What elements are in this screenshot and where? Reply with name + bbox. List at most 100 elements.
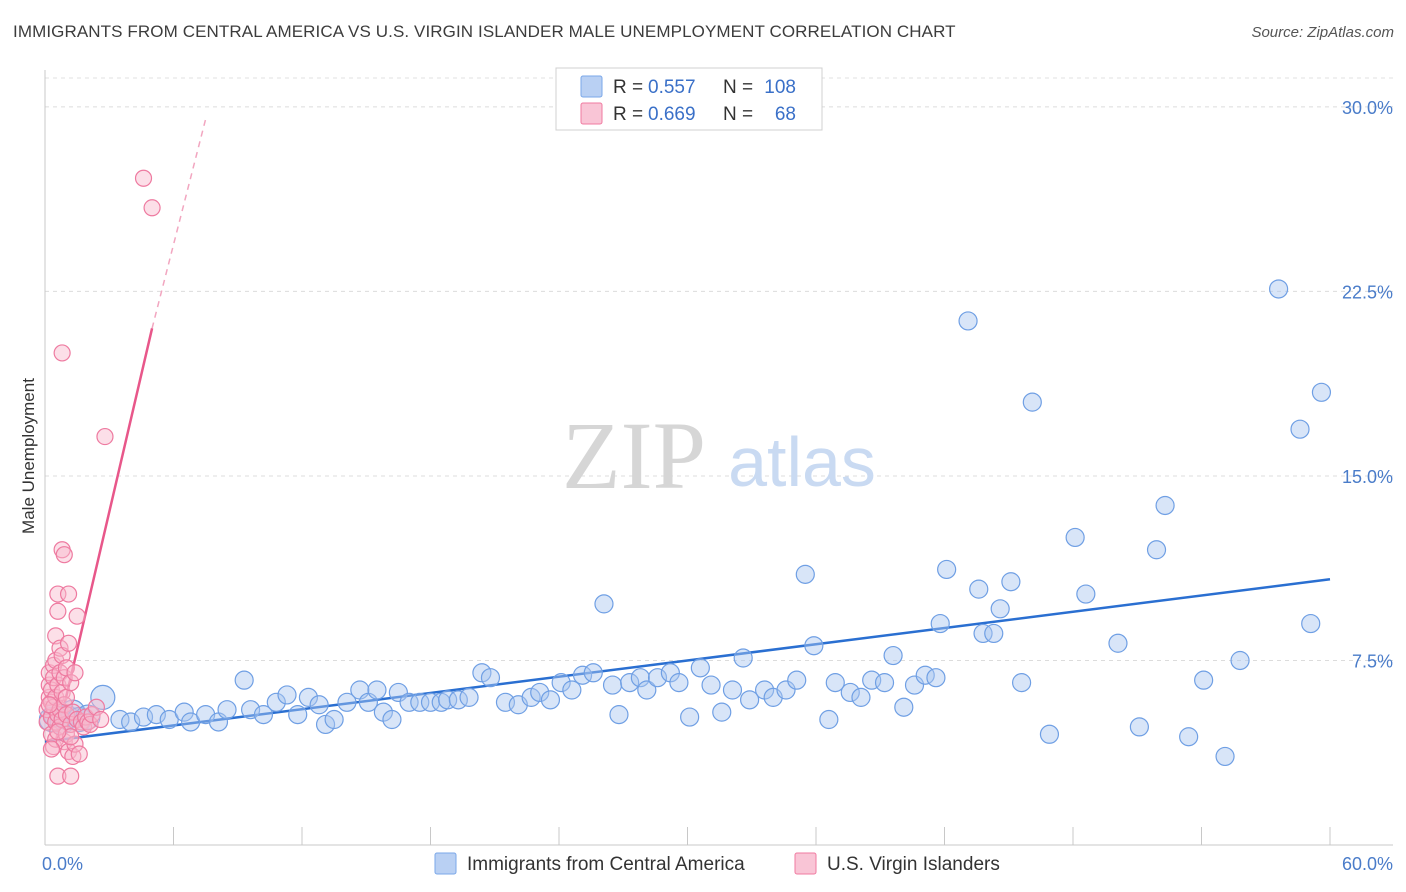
point-blue-85 bbox=[926, 668, 946, 688]
point-blue-65 bbox=[712, 702, 732, 722]
point-blue-24 bbox=[298, 687, 319, 707]
point-blue-41 bbox=[459, 687, 479, 707]
legend-r-value-pink: 0.669 bbox=[648, 104, 696, 125]
x-tick-label-min: 0.0% bbox=[42, 854, 83, 874]
legend-n-value-blue: 108 bbox=[764, 77, 796, 98]
point-blue-7 bbox=[90, 684, 116, 710]
point-blue-39 bbox=[438, 690, 458, 710]
point-pink-18 bbox=[49, 602, 67, 620]
legend-n-label-blue: N = bbox=[723, 77, 753, 98]
point-pink-20 bbox=[49, 767, 67, 785]
y-tick-label-1: 15.0% bbox=[1342, 467, 1393, 487]
legend-r-label-blue: R = bbox=[613, 77, 643, 98]
y-tick-label-0: 7.5% bbox=[1352, 651, 1393, 671]
point-pink-41 bbox=[59, 585, 78, 603]
y-axis-label: Male Unemployment bbox=[19, 378, 38, 534]
point-blue-66 bbox=[722, 680, 743, 700]
point-pink-65 bbox=[42, 740, 61, 758]
data-points bbox=[38, 169, 1332, 785]
point-blue-87 bbox=[937, 559, 957, 580]
legend-r-value-blue: 0.557 bbox=[648, 77, 696, 98]
point-blue-72 bbox=[787, 670, 807, 690]
point-blue-106 bbox=[1230, 650, 1250, 671]
point-blue-78 bbox=[851, 687, 871, 707]
bottom-legend-swatch-blue bbox=[434, 852, 457, 875]
point-blue-102 bbox=[1155, 495, 1175, 516]
point-blue-25 bbox=[309, 695, 329, 715]
point-pink-59 bbox=[92, 710, 110, 729]
point-blue-97 bbox=[1065, 527, 1085, 548]
point-blue-93 bbox=[1001, 572, 1021, 592]
point-blue-80 bbox=[874, 673, 895, 693]
point-blue-92 bbox=[990, 599, 1010, 619]
point-pink-64 bbox=[62, 728, 80, 746]
point-blue-13 bbox=[174, 702, 194, 722]
point-pink-62 bbox=[134, 169, 153, 187]
point-blue-54 bbox=[602, 675, 623, 695]
point-blue-47 bbox=[530, 682, 550, 703]
point-blue-43 bbox=[480, 668, 501, 688]
point-blue-36 bbox=[410, 692, 430, 712]
point-pink-51 bbox=[70, 745, 88, 763]
point-blue-27 bbox=[324, 709, 344, 730]
legend-n-value-pink: 68 bbox=[775, 104, 796, 125]
point-blue-63 bbox=[690, 658, 710, 678]
bottom-legend-swatch-pink bbox=[794, 852, 817, 875]
chart-title: IMMIGRANTS FROM CENTRAL AMERICA VS U.S. … bbox=[13, 22, 956, 41]
point-pink-60 bbox=[96, 427, 114, 446]
point-pink-44 bbox=[62, 674, 80, 692]
point-blue-75 bbox=[819, 709, 839, 730]
point-blue-18 bbox=[234, 670, 254, 690]
point-blue-107 bbox=[1268, 279, 1289, 299]
point-blue-57 bbox=[630, 668, 650, 688]
point-pink-49 bbox=[68, 607, 86, 625]
point-blue-74 bbox=[804, 636, 824, 656]
point-blue-98 bbox=[1076, 584, 1096, 604]
y-tick-label-2: 22.5% bbox=[1342, 282, 1393, 302]
point-blue-17 bbox=[217, 700, 237, 720]
point-blue-73 bbox=[795, 564, 815, 584]
point-pink-32 bbox=[55, 546, 73, 564]
legend-n-label-pink: N = bbox=[723, 104, 753, 125]
point-pink-36 bbox=[57, 688, 76, 706]
point-blue-83 bbox=[904, 675, 925, 695]
legend-swatch-pink bbox=[580, 102, 603, 125]
point-blue-58 bbox=[637, 680, 657, 700]
legend-r-label-pink: R = bbox=[613, 104, 643, 125]
point-blue-61 bbox=[669, 673, 689, 693]
point-blue-19 bbox=[241, 700, 261, 720]
point-pink-63 bbox=[143, 199, 161, 217]
watermark-zip: ZIP bbox=[562, 402, 706, 509]
point-blue-103 bbox=[1179, 727, 1199, 747]
point-pink-61 bbox=[53, 344, 71, 362]
grid bbox=[45, 77, 1393, 661]
trendlines bbox=[44, 119, 1331, 743]
x-tick-label-max: 60.0% bbox=[1342, 854, 1393, 874]
point-pink-47 bbox=[66, 664, 84, 682]
point-blue-34 bbox=[388, 682, 408, 703]
point-blue-11 bbox=[146, 705, 166, 725]
trendline-blue bbox=[44, 578, 1331, 743]
point-pink-67 bbox=[49, 723, 67, 741]
point-blue-105 bbox=[1215, 746, 1235, 767]
point-blue-81 bbox=[883, 645, 903, 666]
point-blue-76 bbox=[825, 673, 845, 693]
point-blue-77 bbox=[840, 682, 860, 703]
point-blue-56 bbox=[620, 673, 640, 693]
point-blue-49 bbox=[551, 673, 571, 693]
point-blue-109 bbox=[1301, 613, 1321, 634]
point-blue-21 bbox=[266, 692, 286, 712]
point-pink-40 bbox=[59, 634, 78, 652]
trendline-pink bbox=[54, 328, 154, 742]
point-pink-66 bbox=[40, 696, 58, 714]
point-blue-67 bbox=[733, 648, 753, 668]
point-blue-62 bbox=[680, 707, 700, 727]
legend-box: R = 0.557 N = 108 R = 0.669 N = 68 bbox=[555, 67, 823, 131]
point-blue-22 bbox=[277, 685, 297, 705]
trendline-pink-extension bbox=[151, 119, 207, 329]
point-blue-28 bbox=[337, 692, 357, 712]
point-blue-23 bbox=[288, 705, 308, 725]
axes bbox=[44, 70, 1393, 846]
bottom-legend: Immigrants from Central America U.S. Vir… bbox=[434, 852, 1000, 875]
